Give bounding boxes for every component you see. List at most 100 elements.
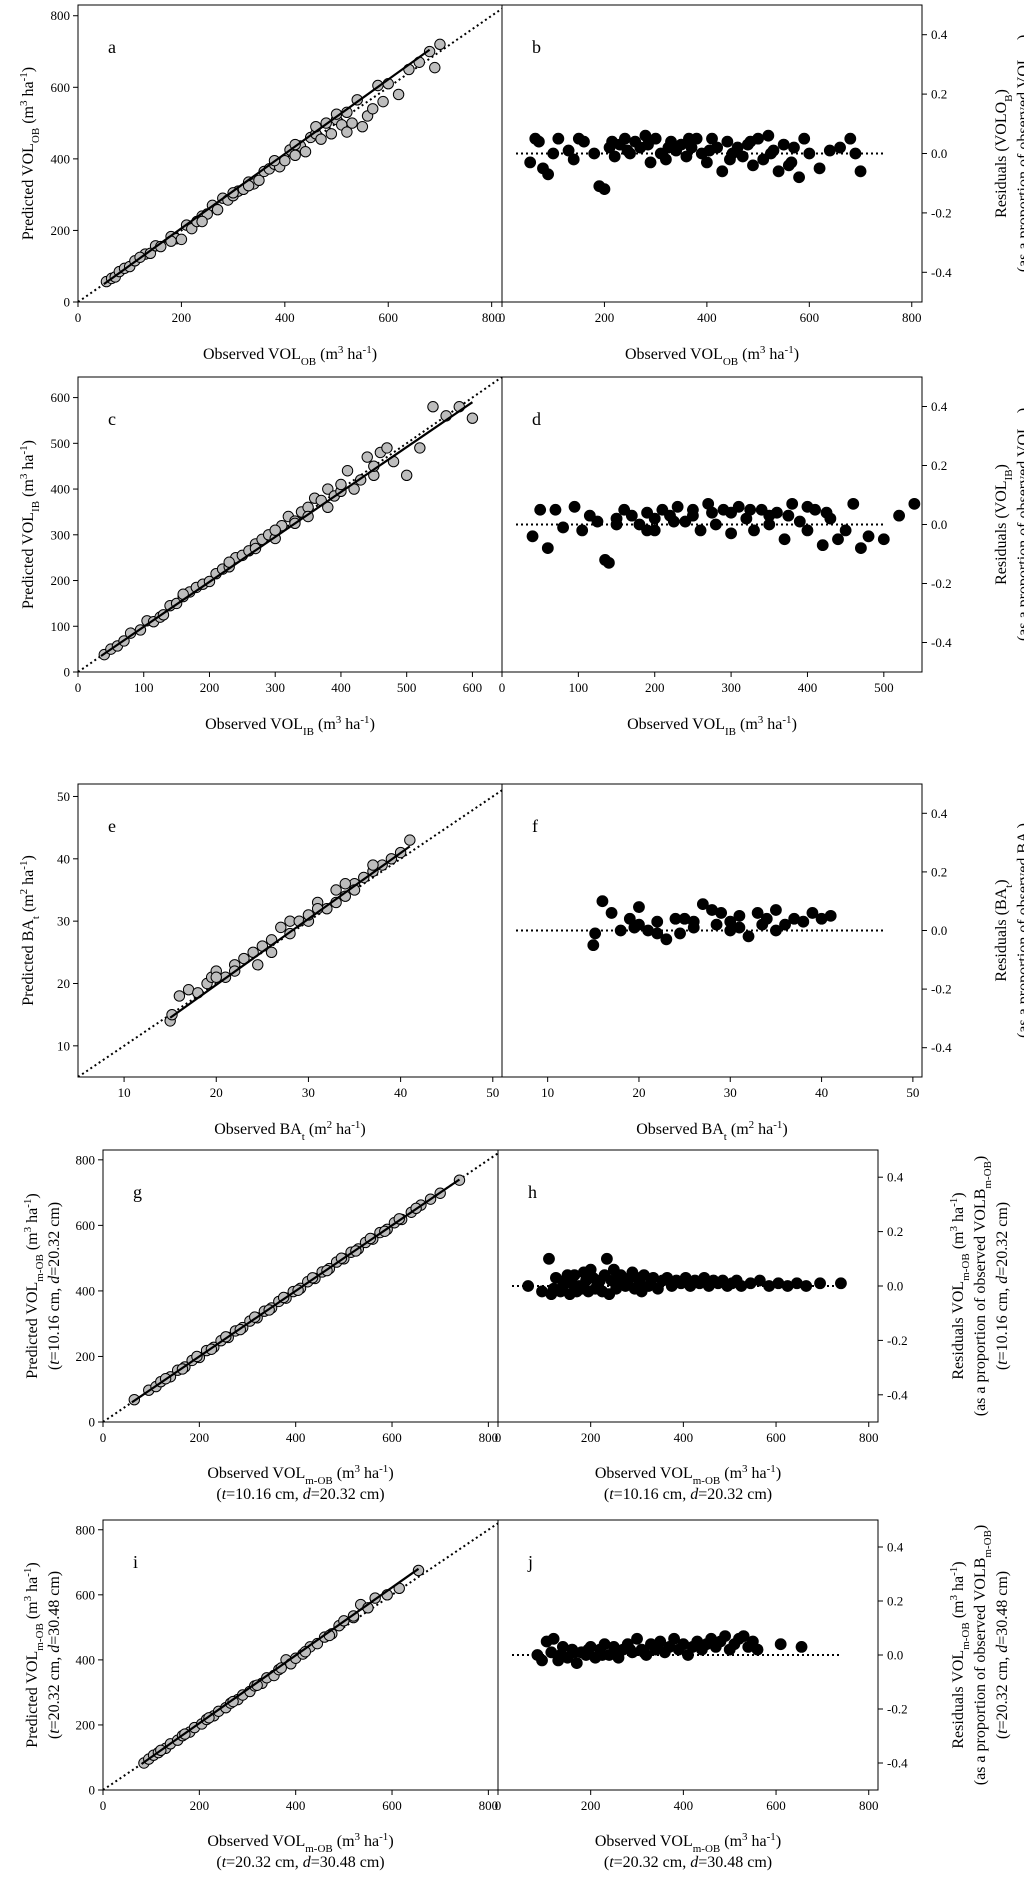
data-point — [779, 918, 791, 931]
x-axis-label: Observed VOLm-OB (m3 ha-1)(t=20.32 cm, d… — [595, 1831, 781, 1871]
data-point — [798, 132, 811, 145]
x-axis-label-run: ha — [341, 716, 360, 733]
y-axis-label-run: ) — [24, 1562, 41, 1567]
data-point — [744, 135, 757, 148]
y-axis-label-line-1: Residuals VOLm-OB (m3 ha-1) — [948, 1192, 972, 1379]
x-axis-label: Observed VOLIB (m3 ha-1) — [627, 714, 797, 738]
data-point — [742, 930, 755, 943]
data-point — [667, 515, 680, 528]
data-point — [561, 1269, 574, 1282]
x-tick-label: 400 — [331, 680, 351, 695]
y-axis-label-run: (m — [20, 894, 37, 916]
y-axis-label-line-1: Residuals (VOLOB) — [993, 89, 1015, 218]
y-axis-label-line-1: Predicted BAt (m2 ha-1) — [18, 855, 42, 1006]
data-point — [660, 153, 672, 166]
y-axis-label-run: Predicted VOL — [24, 1651, 41, 1748]
y-axis-label-run: (m — [950, 1231, 967, 1253]
y-tick-label: -0.2 — [931, 205, 952, 220]
data-point — [908, 497, 921, 510]
data-point — [608, 150, 621, 163]
one-to-one-line — [78, 789, 502, 1077]
y-axis-label: Predicted VOLOB (m3 ha-1) — [18, 67, 42, 240]
x-axis-label-run: m-OB — [693, 1475, 721, 1487]
data-point — [814, 1277, 826, 1290]
data-point — [614, 924, 627, 937]
y-tick-label: 0.2 — [931, 458, 947, 473]
y-axis-label-run: t — [30, 916, 42, 919]
plot-area — [78, 789, 502, 1077]
y-tick-label: -0.2 — [887, 1702, 908, 1717]
x-axis-label-run: -1 — [767, 1463, 776, 1475]
y-axis-label-run: (as a proportion of observed VOLB — [972, 1558, 989, 1786]
y-axis-label-run: (as a proportion of observed VOL — [1015, 55, 1024, 272]
y-axis-label-run: 3 — [18, 473, 30, 479]
data-point — [210, 971, 222, 983]
data-point — [339, 878, 352, 890]
data-point — [594, 1274, 606, 1287]
data-point — [719, 1630, 731, 1642]
y-tick-label: -0.4 — [931, 635, 952, 650]
panel-h: 0 200 400 600 800 -0.4 -0.2 0.0 0.2 0.4 h Observed … — [495, 1149, 1011, 1503]
data-point — [633, 918, 645, 931]
panel-letter: b — [532, 37, 541, 57]
x-tick-label: 400 — [798, 680, 818, 695]
data-point — [356, 120, 369, 133]
y-axis-label-run: ) — [993, 879, 1010, 884]
x-axis-label-run: ) — [776, 1465, 781, 1482]
x-axis-label-run: 3 — [355, 1831, 361, 1843]
data-point — [582, 1643, 595, 1656]
x-axis-label-run: -1 — [773, 1119, 782, 1131]
x-axis-label-run: ha — [332, 1121, 351, 1138]
x-axis-label: Observed VOLOB (m3 ha-1) — [203, 344, 377, 368]
data-point — [330, 884, 342, 896]
x-axis-label-run: Observed BA — [636, 1121, 724, 1138]
data-point — [575, 1282, 588, 1295]
y-axis-label-run: ) — [972, 1156, 989, 1161]
x-axis-label-run: 3 — [355, 1463, 361, 1475]
y-axis-label-line-2: (as a proportion of observed VOLOB) — [1015, 35, 1024, 273]
x-axis-label-run: (m — [314, 716, 336, 733]
plot-area — [516, 129, 884, 196]
data-point — [862, 530, 875, 543]
y-axis-label: Residuals (VOLOB)(as a proportion of obs… — [993, 35, 1024, 273]
y-axis-label-run: ha — [20, 81, 37, 100]
x-axis-label-run: ha — [765, 346, 784, 363]
data-point — [706, 506, 718, 519]
y-axis-label-run: 2 — [18, 889, 30, 895]
data-point — [772, 165, 785, 178]
y-axis-label-line-1: Residuals VOLm-OB (m3 ha-1) — [948, 1561, 972, 1748]
data-point — [549, 503, 562, 516]
data-point — [844, 132, 857, 145]
x-tick-label: 300 — [721, 680, 741, 695]
data-point — [800, 1280, 813, 1292]
panel-letter: g — [133, 1182, 142, 1202]
x-tick-label: 0 — [100, 1430, 107, 1445]
y-axis-label-run: m-OB — [34, 1623, 46, 1651]
y-axis-label-run: ( — [994, 1365, 1011, 1370]
data-point — [361, 451, 373, 463]
y-axis-label-run: d — [46, 1275, 63, 1284]
x-axis-label-run: -1 — [785, 344, 794, 356]
y-axis-label-run: Residuals (BA — [993, 887, 1010, 981]
data-point — [751, 907, 764, 919]
y-tick-label: 300 — [51, 527, 71, 542]
x-axis-label-run: (m — [333, 1465, 355, 1482]
data-point — [687, 921, 700, 934]
x-axis-label-run: ) — [794, 346, 799, 363]
x-axis-label: Observed VOLOB (m3 ha-1) — [625, 344, 799, 368]
x-axis-label-line-1: Observed VOLOB (m3 ha-1) — [203, 344, 377, 368]
y-axis-label-run: ha — [20, 870, 37, 889]
data-point — [849, 147, 862, 160]
data-point — [721, 135, 734, 148]
data-point — [733, 909, 746, 922]
fit-line — [169, 845, 411, 1019]
y-axis-label-run: ) — [993, 464, 1010, 469]
x-axis-label-run: ) — [388, 1465, 393, 1482]
data-point — [700, 156, 713, 169]
x-axis-label-run: d — [690, 1486, 699, 1503]
x-axis-label-run: (m — [738, 346, 760, 363]
data-point — [651, 927, 664, 940]
y-tick-label: 600 — [76, 1218, 96, 1233]
x-axis-label-run: IB — [303, 726, 314, 738]
data-point — [877, 533, 890, 546]
